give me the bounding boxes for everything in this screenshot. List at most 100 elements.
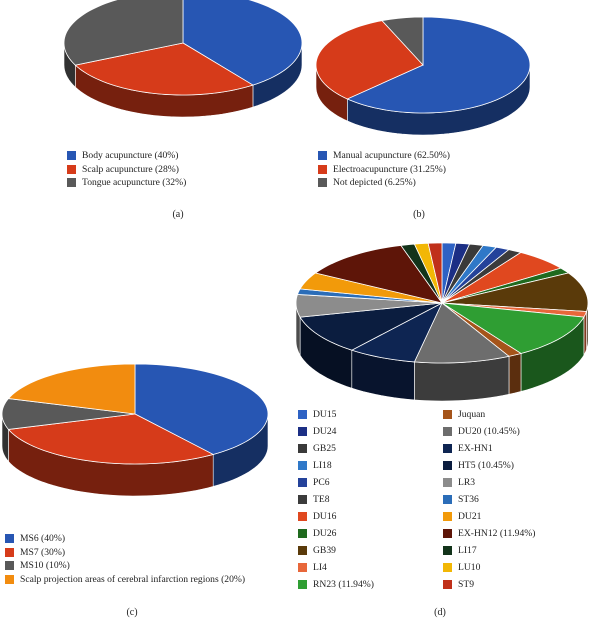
legend-d-item: TE8 xyxy=(298,491,443,508)
legend-label: LU10 xyxy=(458,562,481,573)
legend-label: Tongue acupuncture (32%) xyxy=(82,177,187,188)
pie-chart-d xyxy=(295,242,589,402)
legend-swatch xyxy=(298,410,307,419)
legend-d-item: GB25 xyxy=(298,440,443,457)
pie-a-slice-1 xyxy=(74,42,254,96)
legend-d-item: DU21 xyxy=(443,508,588,525)
pie-chart-c xyxy=(1,363,269,497)
legend-d-item: EX-HN12 (11.94%) xyxy=(443,525,588,542)
legend-c-item: Scalp projection areas of cerebral infar… xyxy=(5,573,245,587)
legend-swatch xyxy=(67,164,76,174)
legend-swatch xyxy=(298,546,307,555)
legend-a-item: Tongue acupuncture (32%) xyxy=(67,176,186,190)
legend-swatch xyxy=(318,164,327,174)
legend-d-item: GB39 xyxy=(298,542,443,559)
legend-label: LI18 xyxy=(313,460,332,471)
legend-label: Electroacupuncture (31.25%) xyxy=(333,163,446,175)
legend-swatch xyxy=(443,427,452,436)
legend-swatch xyxy=(443,580,452,589)
pie-c-slice-3 xyxy=(7,363,136,415)
pie-b-slice-2 xyxy=(381,16,424,67)
legend-label: GB39 xyxy=(313,545,336,556)
legend-label: RN23 (11.94%) xyxy=(313,579,374,590)
legend-swatch xyxy=(443,529,452,538)
legend-label: EX-HN12 (11.94%) xyxy=(458,528,536,539)
pie-a-slice-2 xyxy=(63,0,184,66)
legend-swatch xyxy=(443,495,452,504)
legend-label: TE8 xyxy=(313,494,330,505)
legend-d-item: PC6 xyxy=(298,474,443,491)
pie-c-slice-2 xyxy=(1,398,136,430)
legend-a-item: Body acupuncture (40%) xyxy=(67,149,186,163)
pie-d-slice-10 xyxy=(441,302,585,354)
legend-d-item: LU10 xyxy=(443,559,588,576)
legend-label: Scalp acupuncture (28%) xyxy=(82,163,179,175)
legend-c-item: MS7 (30%) xyxy=(5,546,245,560)
pie-d-slice-13 xyxy=(350,302,443,363)
legend-c-item: MS6 (40%) xyxy=(5,532,245,546)
legend-label: Juquan xyxy=(458,409,486,420)
legend-label: LI4 xyxy=(313,562,327,573)
legend-a: Body acupuncture (40%) Scalp acupuncture … xyxy=(67,149,186,190)
pie-b-slice-1 xyxy=(315,20,424,100)
legend-label: Manual acupuncture (62.50%) xyxy=(333,150,450,161)
legend-d: DU15 DU24 GB25 LI18 PC6 TE8 DU16 DU26 GB39 LI4 RN2… xyxy=(298,406,588,593)
legend-d-item: DU15 xyxy=(298,406,443,423)
legend-swatch xyxy=(5,561,14,571)
legend-b-item: Electroacupuncture (31.25%) xyxy=(318,163,450,177)
legend-swatch xyxy=(298,512,307,521)
pie-d-side-11 xyxy=(508,353,522,395)
legend-label: MS10 (10%) xyxy=(20,560,70,571)
legend-swatch xyxy=(5,574,14,584)
legend-swatch xyxy=(67,151,76,161)
legend-label: HT5 (10.45%) xyxy=(458,460,514,471)
legend-d-item: DU24 xyxy=(298,423,443,440)
legend-label: Not depicted (6.25%) xyxy=(333,177,416,188)
legend-label: MS7 (30%) xyxy=(20,546,66,558)
legend-swatch xyxy=(443,512,452,521)
pie-d-slice-21 xyxy=(427,242,443,304)
legend-label: MS6 (40%) xyxy=(20,533,66,544)
legend-label: LR3 xyxy=(458,477,476,488)
pie-d-slice-6 xyxy=(441,252,562,304)
pie-c-slice-1 xyxy=(7,413,215,465)
legend-b-item: Manual acupuncture (62.50%) xyxy=(318,149,450,163)
legend-label: DU15 xyxy=(313,409,337,420)
legend-label: DU16 xyxy=(313,511,337,522)
legend-d-item: LI4 xyxy=(298,559,443,576)
legend-d-item: LR3 xyxy=(443,474,588,491)
legend-d-item: DU16 xyxy=(298,508,443,525)
pie-d-side-9 xyxy=(583,311,587,356)
pie-chart-b xyxy=(315,16,531,136)
legend-swatch xyxy=(298,495,307,504)
legend-swatch xyxy=(443,461,452,470)
legend-c: MS6 (40%) MS7 (30%) MS10 (10%) Scalp projec… xyxy=(5,532,245,586)
legend-swatch xyxy=(298,461,307,470)
legend-d-item: HT5 (10.45%) xyxy=(443,457,588,474)
legend-swatch xyxy=(298,478,307,487)
legend-d-item: DU20 (10.45%) xyxy=(443,423,588,440)
pie-d-slice-17 xyxy=(299,272,443,304)
legend-d-item: EX-HN1 xyxy=(443,440,588,457)
legend-d-item: ST9 xyxy=(443,576,588,593)
legend-b: Manual acupuncture (62.50%) Electroacupun… xyxy=(318,149,450,190)
pie-d-slice-14 xyxy=(299,302,443,351)
legend-a-item: Scalp acupuncture (28%) xyxy=(67,163,186,177)
legend-label: GB25 xyxy=(313,443,336,454)
legend-d-item: Juquan xyxy=(443,406,588,423)
legend-label: DU20 (10.45%) xyxy=(458,426,520,437)
pie-d-slice-18 xyxy=(314,244,443,304)
legend-swatch xyxy=(443,478,452,487)
legend-swatch xyxy=(67,178,76,188)
legend-d-item: ST36 xyxy=(443,491,588,508)
legend-swatch xyxy=(5,534,14,544)
pie-chart-a xyxy=(63,0,303,118)
caption-c: (c) xyxy=(126,607,138,618)
pie-d-slice-8 xyxy=(441,272,589,312)
caption-d: (d) xyxy=(434,607,446,618)
legend-b-item: Not depicted (6.25%) xyxy=(318,176,450,190)
legend-swatch xyxy=(318,151,327,161)
legend-swatch xyxy=(298,427,307,436)
legend-label: Scalp projection areas of cerebral infar… xyxy=(20,573,246,585)
pie-c-slice-0 xyxy=(134,363,269,455)
